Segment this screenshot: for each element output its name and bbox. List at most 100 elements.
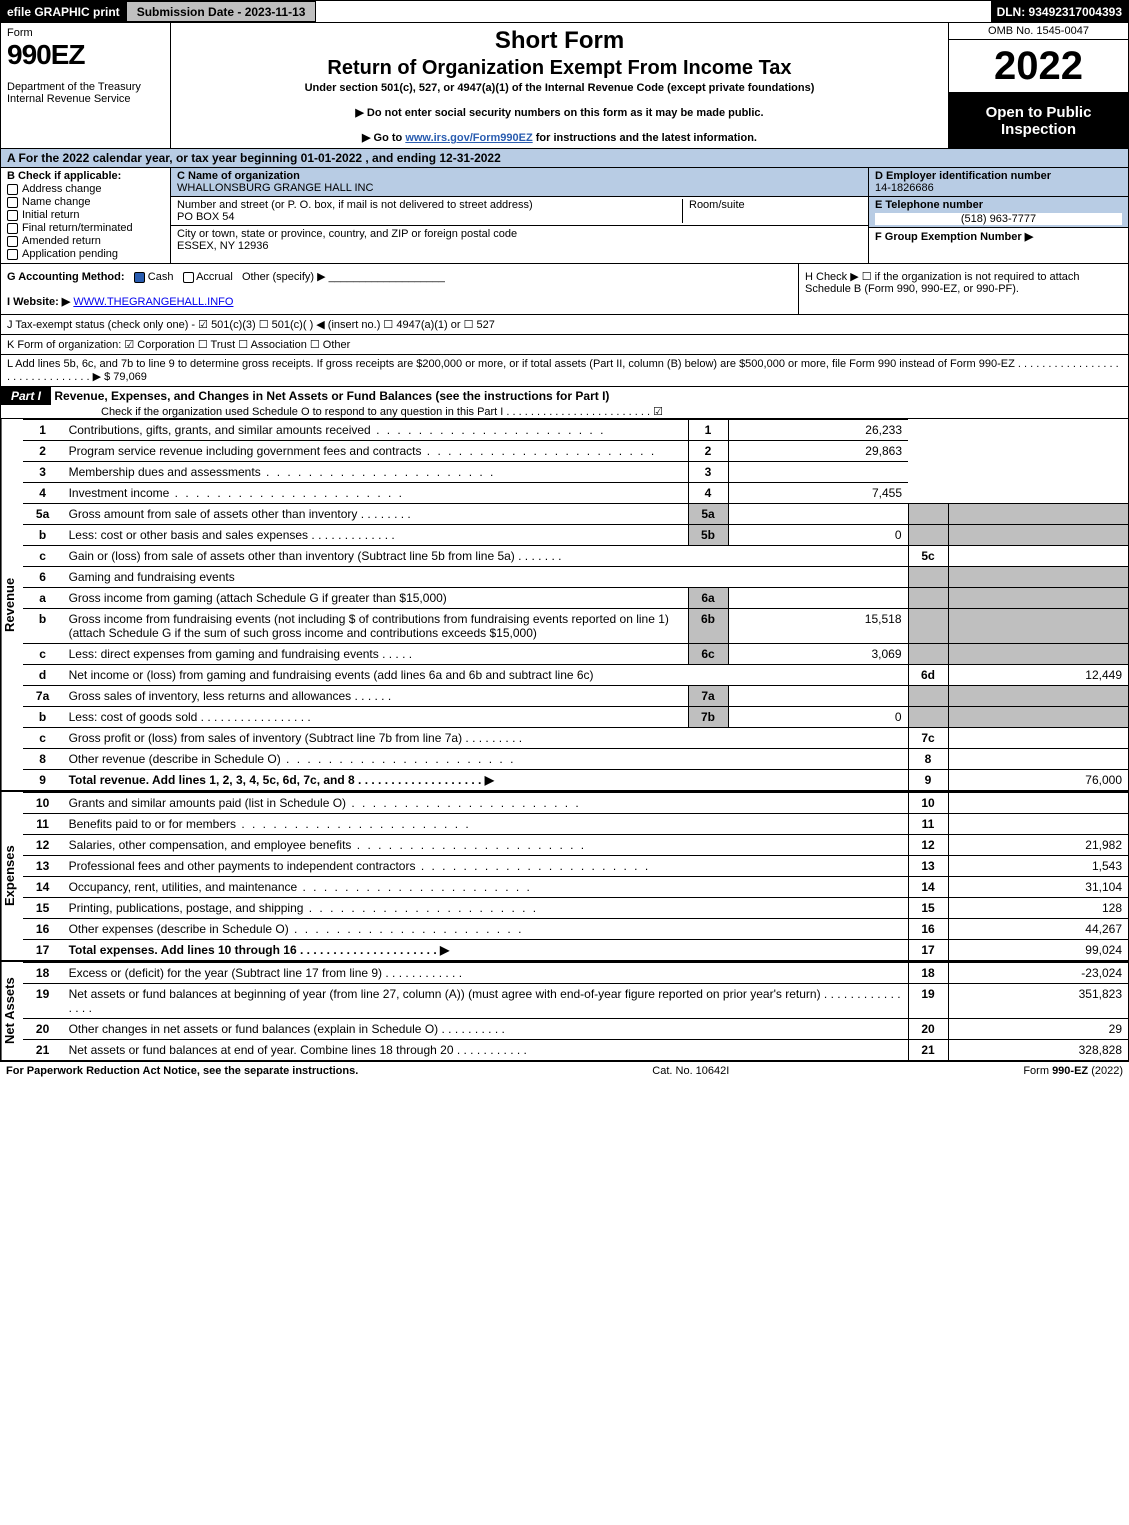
box-city: City or town, state or province, country… (171, 226, 868, 254)
row-bcdef: B Check if applicable: Address change Na… (1, 168, 1128, 264)
org-name: WHALLONSBURG GRANGE HALL INC (177, 182, 373, 194)
check-address-change[interactable] (7, 184, 18, 195)
box-f-label: F Group Exemption Number ▶ (875, 231, 1033, 243)
line-num: 20 (23, 1019, 63, 1040)
line-rtnum: 11 (908, 814, 948, 835)
line-amt (948, 749, 1128, 770)
line-rtnum: 13 (908, 856, 948, 877)
form-header: Form 990EZ Department of the Treasury In… (1, 23, 1128, 149)
check-accrual[interactable] (183, 272, 194, 283)
line-desc: Other changes in net assets or fund bala… (63, 1019, 908, 1040)
box-cde: C Name of organization WHALLONSBURG GRAN… (171, 168, 868, 263)
check-amended-return[interactable] (7, 236, 18, 247)
line-num: d (23, 665, 63, 686)
line-desc: Less: cost or other basis and sales expe… (63, 525, 688, 546)
line-midnum: 6b (688, 609, 728, 644)
line-amt-grey (948, 707, 1128, 728)
line-desc: Program service revenue including govern… (63, 441, 688, 462)
line-num: 5a (23, 504, 63, 525)
row-l: L Add lines 5b, 6c, and 7b to line 9 to … (1, 355, 1128, 387)
line-num: 10 (23, 793, 63, 814)
line-rtnum: 12 (908, 835, 948, 856)
line-num: 11 (23, 814, 63, 835)
line-amt: 31,104 (948, 877, 1128, 898)
line-amt: 76,000 (948, 770, 1128, 791)
section-revenue: Revenue 1Contributions, gifts, grants, a… (1, 419, 1128, 792)
line-amt: 29 (948, 1019, 1128, 1040)
line-desc: Gain or (loss) from sale of assets other… (63, 546, 908, 567)
line-num: b (23, 525, 63, 546)
line-rtnum-grey (908, 609, 948, 644)
line-amt-grey (948, 609, 1128, 644)
check-final-return[interactable] (7, 223, 18, 234)
check-label: Name change (22, 196, 91, 208)
line-rtnum-grey (908, 525, 948, 546)
form-word: Form (7, 27, 164, 39)
line-desc: Total expenses. Add lines 10 through 16 … (63, 940, 908, 961)
line-desc: Investment income (63, 483, 688, 504)
check-application-pending[interactable] (7, 249, 18, 260)
box-e: E Telephone number (518) 963-7777 (869, 197, 1128, 228)
section-expenses: Expenses 10Grants and similar amounts pa… (1, 792, 1128, 962)
footer-mid: Cat. No. 10642I (652, 1065, 729, 1077)
line-desc: Salaries, other compensation, and employ… (63, 835, 908, 856)
telephone: (518) 963-7777 (875, 213, 1122, 225)
instr-ssn: ▶ Do not enter social security numbers o… (179, 106, 940, 119)
irs-link[interactable]: www.irs.gov/Form990EZ (405, 132, 532, 144)
line-amt (948, 793, 1128, 814)
i-label: I Website: ▶ (7, 296, 70, 308)
check-name-change[interactable] (7, 197, 18, 208)
row-l-text: L Add lines 5b, 6c, and 7b to line 9 to … (7, 358, 1119, 383)
line-desc: Printing, publications, postage, and shi… (63, 898, 908, 919)
line-midval (728, 504, 908, 525)
check-label: Initial return (22, 209, 79, 221)
box-b: B Check if applicable: Address change Na… (1, 168, 171, 263)
line-desc-text: Excess or (deficit) for the year (Subtra… (69, 966, 382, 980)
line-rtnum: 8 (908, 749, 948, 770)
submission-date: Submission Date - 2023-11-13 (126, 1, 317, 22)
line-amt: 12,449 (948, 665, 1128, 686)
city-value: ESSEX, NY 12936 (177, 240, 269, 252)
line-midval: 3,069 (728, 644, 908, 665)
row-h: H Check ▶ ☐ if the organization is not r… (798, 264, 1128, 314)
line-desc-text: Total revenue. Add lines 1, 2, 3, 4, 5c,… (69, 773, 494, 787)
footer-left: For Paperwork Reduction Act Notice, see … (6, 1065, 358, 1077)
title-return: Return of Organization Exempt From Incom… (179, 57, 940, 80)
expenses-sidelabel: Expenses (1, 792, 23, 960)
addr-label: Number and street (or P. O. box, if mail… (177, 199, 533, 211)
part-i-header: Part I Revenue, Expenses, and Changes in… (1, 387, 1128, 419)
line-rtnum: 18 (908, 963, 948, 984)
line-num: 8 (23, 749, 63, 770)
line-desc: Excess or (deficit) for the year (Subtra… (63, 963, 908, 984)
line-desc: Gaming and fundraising events (63, 567, 908, 588)
line-num: 16 (23, 919, 63, 940)
line-desc: Professional fees and other payments to … (63, 856, 908, 877)
line-rtnum-grey (908, 504, 948, 525)
check-initial-return[interactable] (7, 210, 18, 221)
check-label: Address change (22, 183, 102, 195)
line-rtnum-grey (908, 644, 948, 665)
line-rtnum-grey (908, 686, 948, 707)
line-amt: -23,024 (948, 963, 1128, 984)
line-midnum: 7b (688, 707, 728, 728)
header-mid: Short Form Return of Organization Exempt… (171, 23, 948, 148)
line-num: b (23, 707, 63, 728)
line-amt: 21,982 (948, 835, 1128, 856)
line-num: 13 (23, 856, 63, 877)
form-container: efile GRAPHIC print Submission Date - 20… (0, 0, 1129, 1062)
line-num: c (23, 728, 63, 749)
line-num: 1 (23, 420, 63, 441)
top-bar: efile GRAPHIC print Submission Date - 20… (1, 1, 1128, 23)
line-rtnum: 19 (908, 984, 948, 1019)
instr-goto-pre: ▶ Go to (362, 132, 405, 144)
line-amt (948, 814, 1128, 835)
line-amt-grey (948, 644, 1128, 665)
header-right: OMB No. 1545-0047 2022 Open to Public In… (948, 23, 1128, 148)
line-rtnum: 9 (908, 770, 948, 791)
line-midnum: 6c (688, 644, 728, 665)
line-amt-grey (948, 567, 1128, 588)
website-link[interactable]: WWW.THEGRANGEHALL.INFO (73, 296, 233, 308)
check-cash[interactable] (134, 272, 145, 283)
line-desc-text: Other changes in net assets or fund bala… (69, 1022, 439, 1036)
title-short-form: Short Form (179, 27, 940, 55)
